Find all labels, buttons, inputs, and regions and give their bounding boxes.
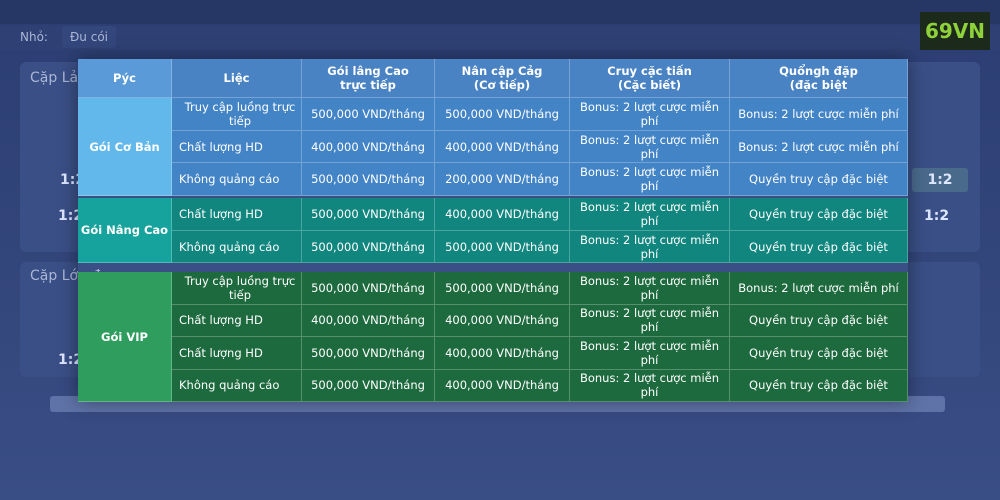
- header-text: (đặc biệt: [789, 78, 848, 92]
- header-text: Cruy cặc tiấn: [607, 64, 692, 78]
- group-label: Gói Nâng Cao: [78, 198, 172, 264]
- table-cell: 400,000 VND/tháng: [302, 130, 435, 164]
- card-title: Cặp Lản: [30, 70, 87, 86]
- header-text: trực tiếp: [340, 78, 396, 92]
- table-cell: Quyền truy cập đặc biệt: [730, 369, 908, 402]
- header-text: Quổngh đặp: [779, 64, 858, 78]
- table-cell: Bonus: 2 lượt cược miễn phí: [570, 369, 730, 402]
- table-cell: 500,000 VND/tháng: [435, 272, 570, 305]
- odds: 1:2: [58, 352, 84, 368]
- table-cell: Bonus: 2 lượt cược miễn phí: [570, 304, 730, 337]
- logo: 69VN: [920, 12, 990, 50]
- header-cell: Gói lâng Cao trực tiếp: [302, 59, 435, 98]
- table-cell: Bonus: 2 lượt cược miễn phí: [570, 198, 730, 231]
- table-cell: Không quảng cáo: [172, 369, 302, 402]
- header-cell: Liệc: [172, 59, 302, 98]
- header-cell: Nân cập Cảg (Cơ tiếp): [435, 59, 570, 98]
- table-cell: Quyền truy cập đặc biệt: [730, 198, 908, 231]
- table-cell: 500,000 VND/tháng: [302, 272, 435, 305]
- table-cell: Không quảng cáo: [172, 163, 302, 197]
- table-cell: Bonus: 2 lượt cược miễn phí: [570, 337, 730, 370]
- header-text: Gói lâng Cao: [327, 64, 409, 78]
- table-cell: Bonus: 2 lượt cược miễn phí: [730, 272, 908, 305]
- table-cell: Bonus: 2 lượt cược miễn phí: [570, 98, 730, 131]
- table-cell: Quyền truy cập đặc biệt: [730, 230, 908, 264]
- table-cell: 400,000 VND/tháng: [435, 337, 570, 370]
- table-cell: Chất lượng HD: [172, 337, 302, 370]
- tab[interactable]: Đu cói: [62, 26, 116, 48]
- odds[interactable]: 1:2: [912, 168, 968, 192]
- table-cell: Truy cập luồng trực tiếp: [172, 272, 302, 305]
- table: Pýc Liệc Gói lâng Cao trực tiếp Nân cập Cảg(…: [78, 59, 908, 402]
- table-cell: 500,000 VND/tháng: [302, 230, 435, 264]
- table-cell: Bonus: 2 lượt cược miễn phí: [570, 272, 730, 305]
- table-cell: 500,000 VND/tháng: [435, 230, 570, 264]
- table-cell: Bonus: 2 lượt cược miễn phí: [570, 230, 730, 264]
- table-cell: Quyền truy cập đặc biệt: [730, 337, 908, 370]
- header-cell: Cruy cặc tiấn (Cặc biết): [570, 59, 730, 98]
- table-cell: Truy cập luồng trực tiếp: [172, 98, 302, 131]
- table-cell: 500,000 VND/tháng: [302, 198, 435, 231]
- table-cell: 400,000 VND/tháng: [435, 304, 570, 337]
- header-text: (Cặc biết): [617, 78, 681, 92]
- table-cell: Chất lượng HD: [172, 130, 302, 164]
- table-cell: 500,000 VND/tháng: [302, 337, 435, 370]
- table-cell: Chất lượng HD: [172, 198, 302, 231]
- table-cell: 500,000 VND/tháng: [302, 98, 435, 131]
- top-bar: [0, 0, 1000, 24]
- table-cell: Quyền truy cập đặc biệt: [730, 163, 908, 197]
- table-cell: Bonus: 2 lượt cược miễn phí: [570, 163, 730, 197]
- table-cell: 500,000 VND/tháng: [435, 98, 570, 131]
- table-cell: 400,000 VND/tháng: [435, 198, 570, 231]
- table-cell: 500,000 VND/tháng: [302, 369, 435, 402]
- header-text: (Cơ tiếp): [473, 78, 531, 92]
- table-cell: Chất lượng HD: [172, 304, 302, 337]
- table-cell: 200,000 VND/tháng: [435, 163, 570, 197]
- table-cell: 500,000 VND/tháng: [302, 163, 435, 197]
- group-label: Gói Cơ Bản: [78, 98, 172, 197]
- header-cell: Pýc: [78, 59, 172, 98]
- table-cell: Bonus: 2 lượt cược miễn phí: [730, 130, 908, 164]
- table-cell: Không quảng cáo: [172, 230, 302, 264]
- header-cell: Quổngh đặp (đặc biệt: [730, 59, 908, 98]
- table-cell: Quyền truy cập đặc biệt: [730, 304, 908, 337]
- table-cell: 400,000 VND/tháng: [435, 130, 570, 164]
- table-cell: Bonus: 2 lượt cược miễn phí: [730, 98, 908, 131]
- table-cell: 400,000 VND/tháng: [302, 304, 435, 337]
- table-cell: 400,000 VND/tháng: [435, 369, 570, 402]
- odds: 1:2: [58, 208, 84, 224]
- toolbar-label: Nhỏ:: [20, 30, 48, 44]
- header-text: Nân cập Cảg: [461, 64, 543, 78]
- header-text: Liệc: [223, 71, 250, 85]
- table-cell: Bonus: 2 lượt cược miễn phí: [570, 130, 730, 164]
- header-text: Pýc: [113, 71, 136, 85]
- odds: 1:2: [924, 208, 950, 224]
- group-label: Gói VIP: [78, 272, 172, 402]
- toolbar: [0, 26, 1000, 50]
